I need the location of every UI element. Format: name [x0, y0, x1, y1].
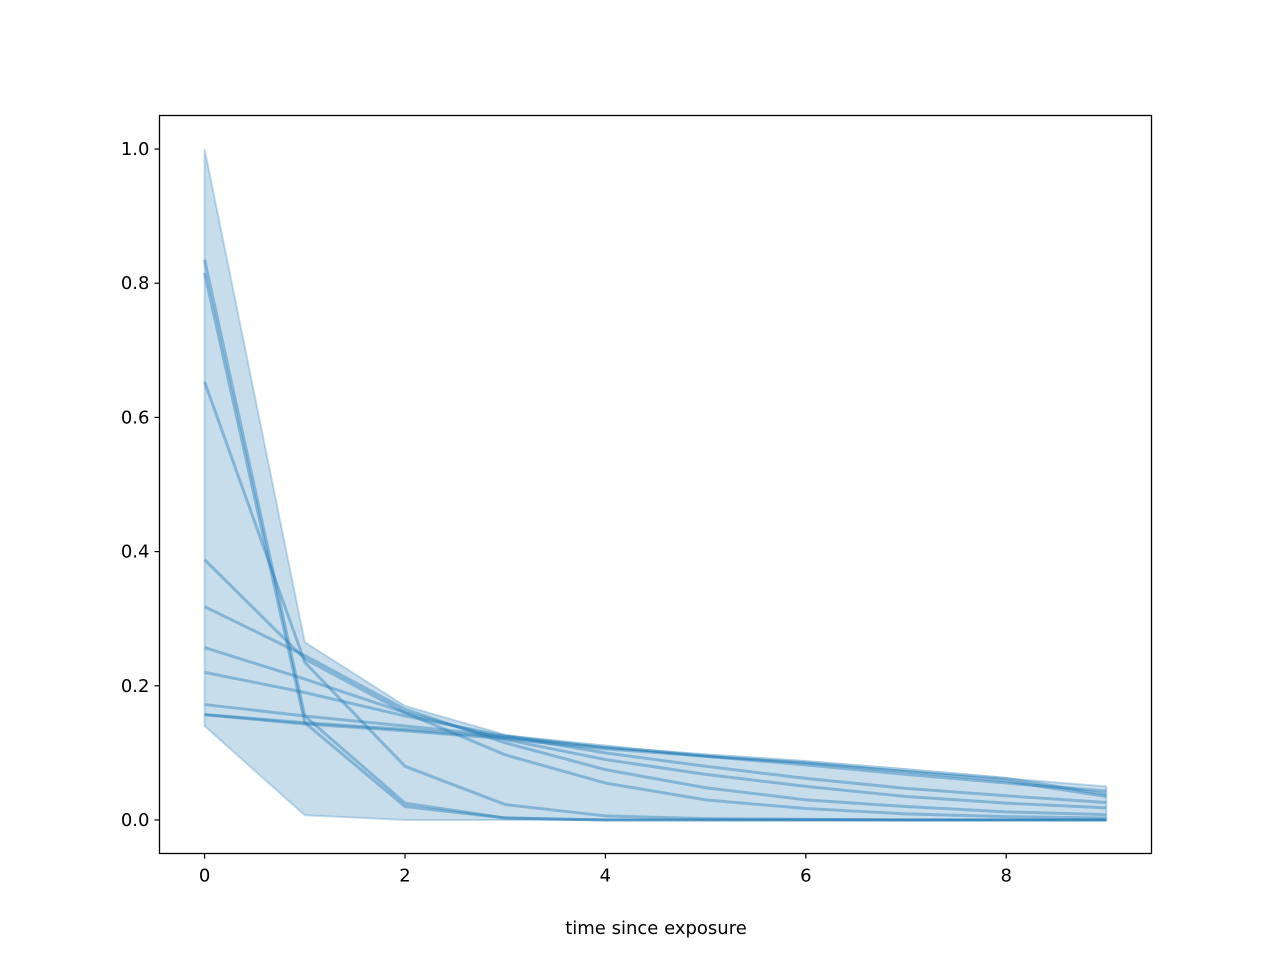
y-tick-label: 0.0 — [121, 810, 150, 831]
series-line-1 — [203, 272, 1107, 822]
x-tick-label: 8 — [1000, 866, 1011, 887]
series-line-5 — [204, 646, 1107, 810]
series-line-0 — [203, 259, 1107, 822]
x-tick-label: 6 — [800, 866, 811, 887]
plot-area — [203, 148, 1108, 822]
series-line-9 — [204, 713, 1107, 798]
series-line-6 — [204, 670, 1107, 805]
x-tick-label: 4 — [600, 866, 611, 887]
x-tick-label: 2 — [399, 866, 410, 887]
series-line-8 — [204, 713, 1107, 796]
y-axis: 0.0 0.2 0.4 0.6 0.8 1.0 — [121, 139, 160, 831]
x-axis: 0 2 4 6 8 — [199, 853, 1012, 887]
series-line-2 — [203, 381, 1107, 822]
series-line-3 — [203, 558, 1107, 820]
y-tick-label: 1.0 — [121, 139, 150, 160]
x-tick-label: 0 — [199, 866, 210, 887]
y-tick-label: 0.8 — [121, 273, 150, 294]
series-line-4 — [203, 605, 1107, 817]
axes-frame — [158, 114, 1153, 855]
confidence-band — [203, 148, 1108, 821]
y-tick-label: 0.6 — [121, 407, 150, 428]
series-line-7 — [204, 703, 1107, 793]
y-tick-label: 0.2 — [121, 676, 150, 697]
y-tick-label: 0.4 — [121, 542, 150, 563]
x-axis-label: time since exposure — [565, 918, 747, 939]
